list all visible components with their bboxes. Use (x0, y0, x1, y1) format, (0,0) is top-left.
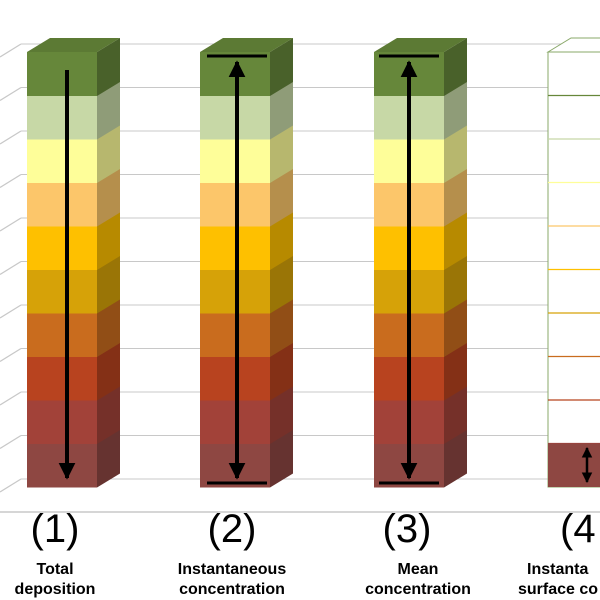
layer-front (27, 443, 97, 488)
column-3-caption-line1: Mean (398, 561, 439, 578)
column-top-face (27, 38, 120, 52)
layer-side (444, 168, 467, 227)
column-3 (374, 38, 467, 488)
layer-front (27, 313, 97, 357)
layer-side (97, 299, 120, 357)
column-top-face (200, 38, 293, 52)
layer-front (27, 356, 97, 401)
layer-side (270, 168, 293, 227)
column-4 (546, 37, 600, 488)
layer-side (270, 255, 293, 314)
left-grid-tick (0, 43, 22, 58)
layer-side (444, 299, 467, 357)
column-2-caption-line2: concentration (179, 581, 285, 598)
layer-front (27, 400, 97, 444)
left-grid-tick (0, 217, 22, 232)
layer-side (97, 342, 120, 401)
left-grid-tick (0, 478, 22, 493)
column-3-caption-line2: concentration (365, 581, 471, 598)
layer-side (444, 38, 467, 96)
column-2-labels: (2) Instantaneous concentration (178, 507, 287, 598)
layer-front (27, 52, 97, 96)
column-1-caption-line2: deposition (15, 581, 96, 598)
column-1-labels: (1) Total deposition (15, 507, 96, 598)
layer-side (97, 255, 120, 314)
column-1 (27, 38, 120, 488)
left-grid-tick (0, 260, 22, 276)
layer-side (270, 386, 293, 444)
column-3-labels: (3) Mean concentration (365, 507, 471, 598)
layer-front (27, 95, 97, 140)
left-grid-tick (0, 130, 22, 145)
layer-front (27, 226, 97, 270)
left-grid-tick (0, 347, 22, 363)
layer-side (270, 429, 293, 488)
layer-side (97, 212, 120, 270)
column-2-number: (2) (208, 507, 257, 551)
layer-side (444, 81, 467, 140)
column-4-caption-line1: Instanta (527, 561, 588, 578)
layer-front (27, 139, 97, 183)
column-4-caption-line2: surface co (518, 581, 598, 598)
left-grid-tick (0, 434, 22, 450)
column-2 (200, 38, 293, 488)
column-top-face (374, 38, 467, 52)
columns (27, 37, 600, 488)
left-grid-tick (0, 86, 22, 102)
arrows (58, 54, 593, 485)
layer-side (444, 429, 467, 488)
column-4-labels: (4 Instanta surface co (518, 507, 598, 598)
layer-side (97, 38, 120, 96)
column-3-number: (3) (383, 507, 432, 551)
left-grid-tick (0, 304, 22, 319)
left-grid-tick (0, 173, 22, 189)
column-4-bottom-layer (548, 443, 600, 487)
layer-front (27, 269, 97, 314)
column-1-caption-line1: Total (36, 561, 73, 578)
layer-side (444, 125, 467, 183)
layer-side (270, 342, 293, 401)
layer-side (97, 125, 120, 183)
layer-side (444, 386, 467, 444)
layer-side (444, 212, 467, 270)
column-1-number: (1) (31, 507, 80, 551)
layer-side (270, 125, 293, 183)
column-4-number: (4 (560, 507, 596, 551)
layer-side (270, 212, 293, 270)
layer-side (270, 81, 293, 140)
left-grid-tick (0, 391, 22, 406)
layer-side (97, 168, 120, 227)
column-2-caption-line1: Instantaneous (178, 561, 287, 578)
layer-side (444, 342, 467, 401)
layer-side (444, 255, 467, 314)
layer-side (97, 386, 120, 444)
layer-side (270, 38, 293, 96)
layer-side (97, 429, 120, 488)
column-4-top-face (546, 37, 600, 53)
layer-side (97, 81, 120, 140)
layer-side (270, 299, 293, 357)
layer-front (27, 182, 97, 227)
